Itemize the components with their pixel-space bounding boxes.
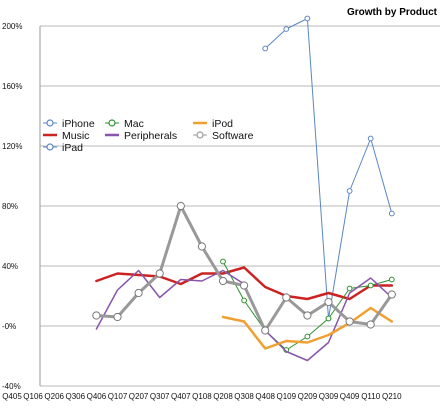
x-tick-label: Q408 [255, 392, 275, 401]
point-software [113, 312, 122, 322]
point-iphone [304, 15, 311, 22]
point-software [303, 311, 312, 320]
line-iphone [264, 18, 393, 319]
point-iphone [283, 26, 290, 32]
point-software [155, 269, 164, 278]
legend-label-iphone: iPhone [62, 118, 95, 130]
point-iphone [346, 188, 353, 194]
chart-title: Growth by Product [347, 7, 438, 18]
legend-label-music: Music [62, 130, 89, 142]
x-tick-label: Q409 [340, 392, 360, 401]
x-tick-label: Q309 [319, 392, 339, 401]
point-software [324, 297, 333, 307]
legend-label-ipad: iPad [62, 142, 83, 154]
legend-label-ipod: iPod [212, 118, 233, 130]
x-tick-label: Q209 [298, 392, 318, 401]
legend-marker-ipad [46, 143, 54, 151]
y-tick-label: -0% [2, 322, 16, 331]
point-mac [241, 297, 248, 304]
x-tick-label: Q109 [277, 392, 297, 401]
point-mac [346, 285, 353, 292]
line-music [95, 266, 394, 301]
y-tick-label: 160% [2, 82, 22, 91]
line-ipod [221, 306, 394, 350]
x-tick-label: Q406 [87, 392, 107, 401]
gridlines [39, 25, 440, 387]
x-tick-label: Q306 [66, 392, 86, 401]
legend-label-mac: Mac [124, 118, 144, 130]
legend-marker-iphone [46, 119, 54, 127]
point-software [261, 326, 270, 335]
x-tick-label: Q107 [108, 392, 128, 401]
y-tick-label: -40% [2, 382, 21, 391]
point-software [387, 290, 396, 299]
x-tick-label: Q106 [23, 392, 43, 401]
x-tick-label: Q308 [234, 392, 254, 401]
x-tick-label: Q207 [129, 392, 149, 401]
x-tick-label: Q206 [44, 392, 64, 401]
point-iphone [262, 45, 269, 52]
y-tick-label: 80% [2, 202, 18, 211]
legend-marker-mac [108, 119, 116, 127]
legend-marker-software [196, 131, 204, 139]
point-software [92, 311, 101, 320]
legend-label-software: Software [212, 130, 254, 142]
y-tick-label: 200% [2, 22, 22, 31]
x-tick-label: Q208 [213, 392, 233, 401]
point-software [134, 288, 143, 298]
point-software [345, 317, 354, 326]
point-iphone [388, 210, 395, 217]
y-tick-label: 120% [2, 142, 22, 151]
y-tick-label: 40% [2, 262, 18, 271]
x-tick-label: Q210 [382, 392, 402, 401]
x-tick-label: Q405 [2, 392, 22, 401]
x-tick-label: Q108 [192, 392, 212, 401]
point-software [366, 320, 375, 329]
y-axis-ticks: -40% -0% 40% 80% 120% 160% 200% [2, 22, 22, 391]
point-iphone [367, 135, 374, 142]
point-software [240, 281, 249, 290]
legend-label-peripherals: Peripherals [124, 130, 177, 142]
point-mac [325, 315, 332, 322]
x-tick-label: Q307 [150, 392, 170, 401]
point-mac [367, 282, 374, 289]
point-software [176, 201, 185, 211]
x-tick-label: Q407 [171, 392, 191, 401]
point-mac [220, 258, 226, 265]
point-software [197, 242, 206, 251]
x-axis-ticks: Q405 Q106 Q206 Q306 Q406 Q107 Q207 Q307 Q407 Q108… [2, 392, 402, 401]
point-software [218, 276, 228, 286]
point-mac [304, 333, 311, 340]
x-tick-label: Q110 [361, 392, 381, 401]
point-mac [388, 276, 395, 283]
series-lines [92, 15, 396, 362]
point-software [282, 293, 291, 302]
